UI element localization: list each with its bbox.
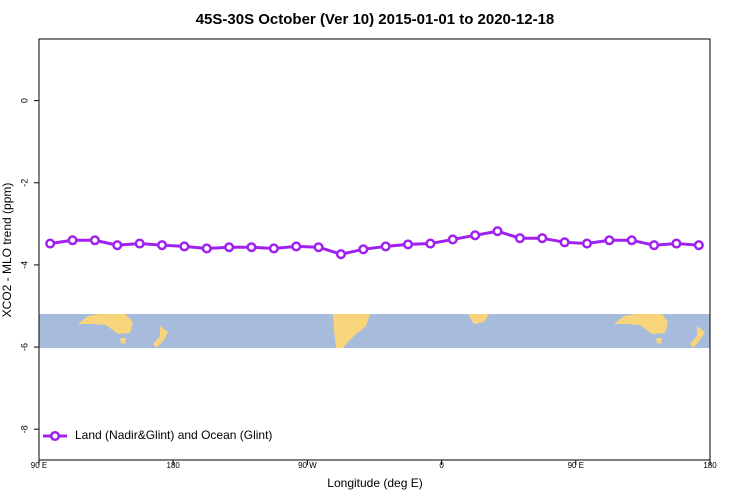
data-point [559, 237, 570, 248]
y-tick-label: -8 [19, 425, 29, 433]
data-point [492, 226, 503, 237]
plot-frame [38, 38, 711, 461]
x-tick-label: 0 [439, 461, 444, 470]
y-tick-label: -2 [19, 179, 29, 187]
data-point [693, 240, 704, 251]
data-point [380, 241, 391, 252]
data-point [313, 242, 324, 253]
data-point [604, 235, 615, 246]
legend-label: Land (Nadir&Glint) and Ocean (Glint) [75, 428, 272, 442]
data-point [67, 235, 78, 246]
data-point [425, 238, 436, 249]
data-point [156, 240, 168, 251]
data-point [581, 238, 593, 249]
data-point [45, 238, 56, 249]
legend-marker [49, 430, 61, 442]
data-point [470, 230, 481, 241]
x-tick-label: 90 E [568, 461, 584, 470]
data-point [224, 242, 235, 253]
data-point [112, 240, 123, 251]
data-point [447, 234, 458, 245]
data-point [246, 242, 257, 253]
data-point [89, 235, 100, 246]
data-point [335, 249, 347, 260]
data-point [514, 233, 525, 244]
data-point [179, 241, 190, 252]
x-axis-label: Longitude (deg E) [327, 476, 422, 490]
data-point [671, 238, 682, 249]
x-tick-label: 90 W [298, 461, 317, 470]
data-point [403, 239, 414, 250]
x-tick-label: 90 E [31, 461, 47, 470]
y-axis-label: XCO2 - MLO trend (ppm) [0, 183, 14, 318]
x-tick-label: 180 [703, 461, 717, 470]
data-point [358, 244, 369, 255]
y-tick-label: 0 [19, 98, 29, 103]
series-line [49, 229, 699, 256]
data-point [268, 243, 279, 254]
data-point [626, 235, 637, 246]
data-point [201, 243, 212, 254]
data-point [134, 238, 145, 249]
map-strip [39, 314, 710, 348]
data-point [649, 240, 660, 251]
data-point [537, 233, 548, 244]
chart-title: 45S-30S October (Ver 10) 2015-01-01 to 2… [196, 11, 555, 28]
y-tick-label: -4 [19, 261, 29, 269]
y-tick-label: -6 [19, 343, 29, 351]
x-tick-label: 180 [167, 461, 181, 470]
data-point [291, 241, 302, 252]
